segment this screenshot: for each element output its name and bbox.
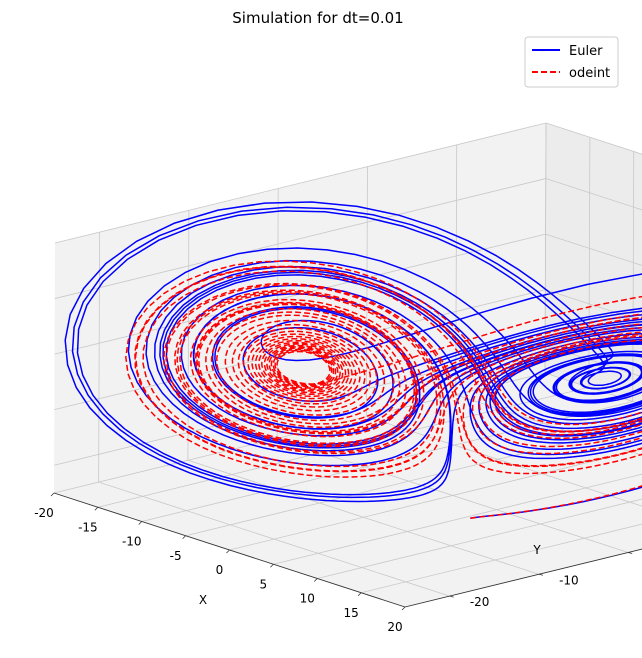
- grid-y-floor: [98, 481, 450, 597]
- y-tick-label: -10: [559, 573, 579, 587]
- legend-label-odeint: odeint: [569, 66, 610, 81]
- grid-x-floor: [229, 448, 642, 551]
- x-tick-mark: [94, 506, 99, 511]
- axis-panes: [54, 123, 642, 607]
- x-tick-label: 0: [216, 563, 224, 577]
- x-tick-mark: [401, 606, 406, 611]
- y-tick-label: -20: [470, 595, 490, 609]
- grid-z-back: [545, 289, 642, 322]
- grid-y-left: [98, 232, 101, 483]
- y-tick-mark: [538, 573, 544, 576]
- x-tick-label: 5: [260, 577, 268, 591]
- x-tick-mark: [357, 592, 362, 597]
- x-tick-label: 20: [387, 620, 402, 634]
- y-tick-mark: [628, 552, 633, 554]
- grid-x-floor: [317, 498, 642, 579]
- x-tick-mark: [270, 563, 274, 568]
- series-line-euler: [64, 201, 642, 520]
- floor-pane: [54, 373, 642, 607]
- legend-label-euler: Euler: [569, 44, 603, 59]
- x-tick-mark: [226, 549, 230, 554]
- x-tick-label: -15: [78, 520, 98, 534]
- grid-z-left: [54, 178, 546, 299]
- grid-x-back: [632, 151, 635, 402]
- grid-y-left: [276, 188, 279, 439]
- grid-y-floor: [277, 438, 629, 553]
- x-tick-label: -10: [122, 535, 142, 549]
- grid-x-floor: [361, 523, 642, 594]
- chart-title: Simulation for dt=0.01: [232, 9, 403, 27]
- y-axis-label: Y: [532, 543, 541, 557]
- grid-z-back: [545, 178, 642, 211]
- y-axis-line: [404, 548, 642, 608]
- tick-labels: -20-15-10-505101520-20-10010203010203040…: [34, 492, 633, 634]
- x-tick-mark: [50, 492, 55, 497]
- x-tick-label: 15: [343, 606, 358, 620]
- x-tick-mark: [182, 535, 186, 540]
- grid-z-back: [545, 233, 642, 266]
- grid-x-floor: [273, 473, 642, 565]
- x-tick-label: 10: [300, 592, 315, 606]
- x-tick-mark: [313, 578, 318, 582]
- x-tick-label: -5: [170, 549, 182, 563]
- x-tick-mark: [138, 521, 143, 525]
- legend: Euler odeint: [524, 36, 619, 88]
- series-lines: [64, 201, 642, 520]
- y-tick-mark: [449, 595, 454, 598]
- grid-y-left: [544, 122, 547, 374]
- grid-z-back: [545, 122, 642, 155]
- grid-x-floor: [53, 372, 546, 494]
- grid-y-left: [187, 210, 190, 461]
- grid-z-left: [54, 122, 547, 244]
- x-axis-label: X: [199, 593, 207, 607]
- grid-y-floor: [187, 459, 540, 575]
- series-line-odeint: [125, 260, 642, 520]
- x-tick-label: -20: [34, 506, 54, 520]
